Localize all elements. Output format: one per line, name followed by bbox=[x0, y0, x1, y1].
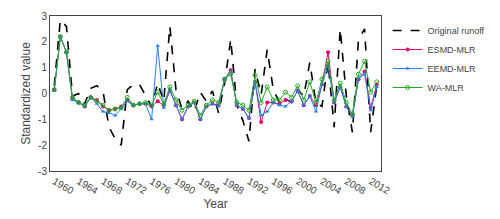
svg-text:-3: -3 bbox=[38, 166, 47, 177]
svg-text:1980: 1980 bbox=[172, 176, 197, 197]
svg-text:EEMD-MLR: EEMD-MLR bbox=[428, 64, 477, 74]
svg-text:Year: Year bbox=[203, 197, 227, 211]
svg-text:0: 0 bbox=[41, 88, 47, 99]
svg-text:-2: -2 bbox=[38, 140, 47, 151]
svg-text:1988: 1988 bbox=[221, 176, 246, 197]
svg-text:1: 1 bbox=[41, 62, 47, 73]
svg-text:2004: 2004 bbox=[318, 176, 343, 197]
svg-text:1984: 1984 bbox=[197, 176, 222, 197]
svg-text:1968: 1968 bbox=[99, 176, 124, 197]
svg-text:1972: 1972 bbox=[124, 176, 149, 197]
svg-text:Original runoff: Original runoff bbox=[428, 26, 485, 36]
svg-text:2: 2 bbox=[41, 36, 47, 47]
svg-text:2000: 2000 bbox=[294, 176, 319, 197]
svg-text:1976: 1976 bbox=[148, 176, 173, 197]
svg-text:1964: 1964 bbox=[75, 176, 100, 197]
svg-text:2008: 2008 bbox=[343, 176, 368, 197]
svg-text:-1: -1 bbox=[38, 114, 47, 125]
svg-text:2012: 2012 bbox=[367, 176, 392, 197]
svg-text:Standardized value: Standardized value bbox=[19, 42, 33, 145]
svg-text:ESMD-MLR: ESMD-MLR bbox=[428, 45, 477, 55]
svg-text:3: 3 bbox=[41, 11, 47, 22]
svg-text:WA-MLR: WA-MLR bbox=[428, 83, 465, 93]
svg-text:1992: 1992 bbox=[245, 176, 270, 197]
svg-text:1960: 1960 bbox=[51, 176, 76, 197]
svg-text:1996: 1996 bbox=[270, 176, 295, 197]
